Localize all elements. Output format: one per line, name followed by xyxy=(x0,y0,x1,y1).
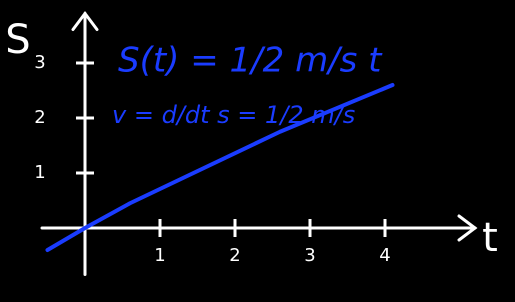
formula: v = d/dt s = 1/2 m/s xyxy=(112,101,355,129)
y-tick-label: 1 xyxy=(34,162,45,183)
y-tick-label: 2 xyxy=(34,107,45,128)
y-axis-arrow xyxy=(71,11,99,31)
formula: S(t) = 1/2 m/s t xyxy=(118,41,383,81)
x-tick-label: 1 xyxy=(154,245,165,266)
x-axis-arrow xyxy=(457,214,478,242)
x-axis-label: t xyxy=(482,215,498,261)
x-tick-label: 2 xyxy=(229,245,240,266)
data-line xyxy=(45,83,395,252)
x-tick-label: 4 xyxy=(379,245,390,266)
y-tick-label: 3 xyxy=(34,52,45,73)
x-tick-label: 3 xyxy=(304,245,315,266)
y-axis-label: S xyxy=(5,17,30,63)
